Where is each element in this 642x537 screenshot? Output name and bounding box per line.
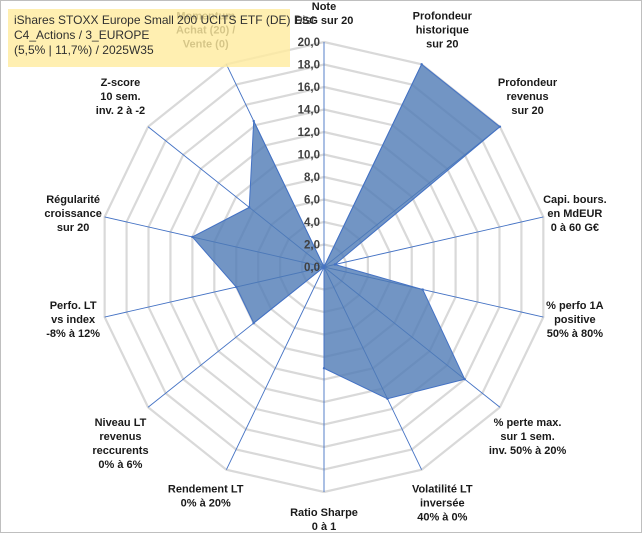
axis-label-line: Note xyxy=(312,1,336,13)
axis-label: % perfo 1A positive 50% à 80% xyxy=(546,300,604,340)
axis-label-line: ESG sur 20 xyxy=(295,15,354,27)
axis-label-line: historique xyxy=(416,25,469,37)
data-point xyxy=(386,397,389,400)
radar-ticks: 0,0 2,0 4,0 6,0 8,0 10,0 12,0 14,0 16,0 18,0 20,0 xyxy=(298,37,320,274)
axis-label-line: 10 sem. xyxy=(100,91,140,103)
axis-label-line: en MdEUR xyxy=(547,208,602,220)
axis-label-line: 0 à 60 G€ xyxy=(551,222,599,234)
data-point xyxy=(235,285,238,289)
axis-label-line: sur 20 xyxy=(426,39,458,51)
axis-label: Profondeur revenus sur 20 xyxy=(498,77,558,117)
axis-label-line: Z-score xyxy=(101,77,141,89)
axis-label-line: sur 20 xyxy=(57,222,89,234)
data-point xyxy=(421,288,424,291)
axis-label-line: positive xyxy=(554,314,596,326)
tick-label: 4,0 xyxy=(304,217,320,229)
tick-label: 12,0 xyxy=(298,127,320,139)
axis-label-line: Volatilité LT xyxy=(412,483,473,495)
tick-label: 8,0 xyxy=(304,172,320,184)
axis-label-line: 0% à 6% xyxy=(98,459,142,471)
axis-label-line: inv. 50% à 20% xyxy=(489,445,567,457)
data-point xyxy=(420,63,423,66)
data-point xyxy=(252,119,255,123)
tick-label: 20,0 xyxy=(298,37,320,49)
radar-series xyxy=(191,63,502,400)
tick-label: 16,0 xyxy=(298,82,320,94)
axis-label-line: inversée xyxy=(420,497,465,509)
axis-label-line: sur 1 sem. xyxy=(500,431,554,443)
data-point xyxy=(252,321,255,325)
data-point xyxy=(322,265,326,269)
axis-label: Rendement LT 0% à 20% xyxy=(168,483,244,509)
axis-label-line: 50% à 80% xyxy=(547,328,603,340)
axis-label: Profondeur historique sur 20 xyxy=(413,11,473,51)
tick-label: 0,0 xyxy=(304,262,320,274)
chart-title-line-2: C4_Actions / 3_EUROPE xyxy=(14,28,150,42)
axis-label-line: inv. 2 à -2 xyxy=(96,105,145,117)
axis-label-line: Ratio Sharpe xyxy=(290,507,358,519)
axis-label: Z-score 10 sem. inv. 2 à -2 xyxy=(96,77,145,117)
axis-label-line: croissance xyxy=(44,208,101,220)
axis-label: Perfo. LT vs index -8% à 12% xyxy=(46,300,100,340)
axis-spoke xyxy=(323,216,544,268)
tick-label: 2,0 xyxy=(304,240,320,252)
axis-label: Note ESG sur 20 xyxy=(295,1,354,27)
data-point xyxy=(333,263,337,266)
axis-label-line: Capi. bours. xyxy=(543,194,607,206)
tick-label: 10,0 xyxy=(298,150,320,162)
axis-label-line: revenus xyxy=(99,431,141,443)
axis-label-line: 0 à 1 xyxy=(312,521,336,532)
axis-label-line: Profondeur xyxy=(498,77,558,89)
data-point xyxy=(248,206,251,209)
axis-label-line: 0% à 20% xyxy=(181,497,231,509)
data-point xyxy=(191,235,194,239)
axis-label: Régularité croissance sur 20 xyxy=(44,194,101,234)
axis-label-line: Niveau LT xyxy=(95,417,147,429)
axis-label-line: Régularité xyxy=(46,194,100,206)
axis-label: Niveau LT revenus reccurents 0% à 6% xyxy=(92,417,148,471)
axis-label-line: % perte max. xyxy=(494,417,562,429)
axis-label-line: -8% à 12% xyxy=(46,328,100,340)
data-point xyxy=(463,378,466,381)
axis-label-line: vs index xyxy=(51,314,96,326)
tick-label: 6,0 xyxy=(304,195,320,207)
axis-label-line: reccurents xyxy=(92,445,148,457)
data-point xyxy=(322,367,326,370)
chart-title-line-3: (5,5% | 11,7%) / 2025W35 xyxy=(14,43,154,57)
axis-label-line: sur 20 xyxy=(511,105,543,117)
axis-label: Capi. bours. en MdEUR 0 à 60 G€ xyxy=(543,194,607,234)
axis-label: Volatilité LT inversée 40% à 0% xyxy=(412,483,473,523)
axis-label-line: % perfo 1A xyxy=(546,300,604,312)
axis-spoke xyxy=(225,266,325,470)
axis-label-line: 40% à 0% xyxy=(417,511,467,523)
axis-label-line: Rendement LT xyxy=(168,483,244,495)
chart-title: iShares STOXX Europe Small 200 UCITS ETF… xyxy=(8,9,315,67)
axis-label: Ratio Sharpe 0 à 1 xyxy=(290,507,358,532)
data-point xyxy=(498,125,502,128)
axis-label-line: Profondeur xyxy=(413,11,473,23)
axis-label-line: Perfo. LT xyxy=(50,300,97,312)
chart-title-line-1: iShares STOXX Europe Small 200 UCITS ETF… xyxy=(14,13,315,27)
tick-label: 18,0 xyxy=(298,60,320,72)
axis-label-line: revenus xyxy=(506,91,548,103)
tick-label: 14,0 xyxy=(298,105,320,117)
axis-label: % perte max. sur 1 sem. inv. 50% à 20% xyxy=(489,417,567,457)
